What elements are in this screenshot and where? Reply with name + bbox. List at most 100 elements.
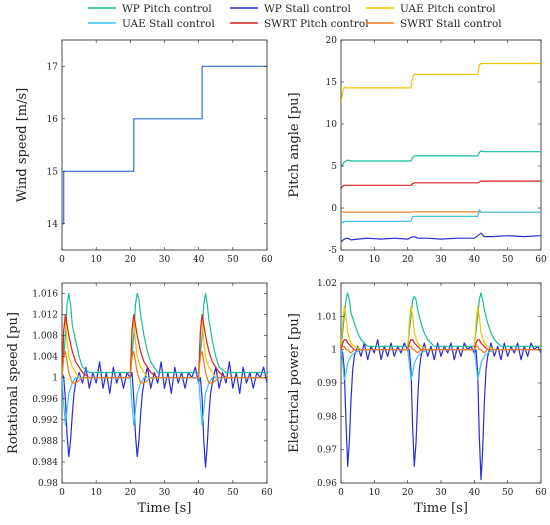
x-tick-label: 30: [159, 255, 171, 265]
legend-label: WP Stall control: [264, 3, 351, 15]
series-line-0: [341, 339, 541, 481]
plot-area: [61, 282, 268, 484]
x-tick-label: 50: [502, 488, 514, 498]
legend-entry-uae-stall: UAE Stall control: [88, 18, 215, 30]
y-tick-label: 5: [331, 162, 337, 172]
series-line-3: [341, 339, 541, 351]
y-tick-label: 0.98: [317, 412, 337, 422]
legend-label: SWRT Pitch control: [264, 18, 369, 30]
x-tick-label: 0: [59, 488, 65, 498]
y-tick-label: 0.996: [32, 395, 58, 405]
y-tick-label: 17: [47, 62, 59, 72]
y-tick-label: 1: [331, 346, 337, 356]
y-tick-label: 15: [47, 167, 59, 177]
x-tick-label: 60: [261, 255, 273, 265]
y-axis-label: Pitch angle [pu]: [287, 92, 302, 197]
x-tick-label: 30: [159, 488, 171, 498]
x-tick-label: 40: [193, 488, 205, 498]
y-tick-label: 20: [326, 36, 338, 46]
x-tick-label: 60: [261, 488, 273, 498]
legend-label: WP Pitch control: [122, 3, 212, 15]
series-group: [62, 65, 267, 225]
series-line-1: [341, 292, 541, 350]
x-tick-label: 0: [59, 255, 65, 265]
y-tick-label: 0.988: [32, 437, 58, 447]
series-group: [62, 292, 267, 468]
series-line-4: [62, 377, 267, 426]
series-line-2: [341, 180, 541, 190]
series-line-5: [62, 350, 267, 384]
legend-entry-swrt-pitch: SWRT Pitch control: [230, 18, 369, 30]
plot-area: [61, 39, 268, 251]
x-tick-label: 60: [535, 488, 547, 498]
x-tick-label: 50: [227, 488, 239, 498]
legend-entry-wp-pitch: WP Pitch control: [88, 3, 212, 15]
legend-entry-uae-pitch: UAE Pitch control: [366, 3, 496, 15]
y-tick-label: 0.98: [38, 479, 58, 489]
x-tick-label: 10: [369, 488, 381, 498]
x-tick-label: 10: [90, 255, 102, 265]
x-tick-label: 40: [193, 255, 205, 265]
y-tick-label: 1.016: [32, 290, 58, 300]
legend-label: UAE Stall control: [122, 18, 215, 30]
legend-entry-swrt-stall: SWRT Stall control: [366, 18, 502, 30]
x-tick-label: 40: [469, 488, 481, 498]
y-tick-label: -5: [328, 246, 337, 256]
x-tick-label: 10: [90, 488, 102, 498]
series-line-4: [341, 209, 541, 224]
y-tick-label: 14: [47, 220, 59, 230]
y-axis-label: Wind speed [m/s]: [15, 88, 30, 202]
x-tick-label: 50: [227, 255, 239, 265]
series-line-0: [62, 361, 267, 468]
y-tick-label: 1.004: [32, 353, 58, 363]
series-group: [341, 292, 541, 481]
series-line-3: [62, 314, 267, 379]
series-group: [341, 62, 541, 243]
legend: WP Pitch control WP Stall control UAE Pi…: [88, 3, 502, 30]
legend-label: UAE Pitch control: [400, 3, 496, 15]
electrical-power-chart: 0 10 20 30 40 50 60 0.96 0.97 0.98 0.99 1 1.01 1.02 El…: [287, 279, 547, 516]
y-tick-label: 15: [326, 78, 338, 88]
wind-speed-chart: 0 10 20 30 40 50 60 14 15 16 17 Wind speed [m/s]: [15, 39, 273, 265]
series-line-5: [341, 232, 541, 243]
series-line-0: [62, 65, 267, 225]
y-tick-label: 1.01: [317, 312, 337, 322]
x-tick-label: 50: [502, 255, 514, 265]
x-tick-label: 20: [402, 255, 414, 265]
x-axis-label: Time [s]: [414, 501, 468, 516]
series-line-1: [341, 150, 541, 168]
y-tick-label: 1.02: [317, 279, 337, 289]
y-tick-label: 1.008: [32, 332, 58, 342]
legend-entry-wp-stall: WP Stall control: [230, 3, 351, 15]
x-tick-label: 20: [125, 255, 137, 265]
series-line-2: [341, 305, 541, 351]
x-tick-label: 0: [338, 488, 344, 498]
rotational-speed-chart: 0 10 20 30 40 50 60 0.98 0.984 0.988 0.992 0.996 1 1.…: [6, 282, 273, 516]
y-axis-label: Rotational speed [pu]: [6, 312, 21, 454]
y-tick-label: 16: [47, 115, 59, 125]
series-line-2: [62, 319, 267, 379]
y-tick-label: 0: [331, 204, 337, 214]
y-tick-label: 0.992: [32, 416, 58, 426]
plot-area: [340, 39, 542, 251]
y-tick-label: 0.99: [317, 379, 337, 389]
y-tick-label: 0.984: [32, 458, 58, 468]
y-tick-label: 1.012: [32, 311, 58, 321]
x-tick-label: 40: [469, 255, 481, 265]
y-tick-label: 0.97: [317, 446, 337, 456]
series-line-1: [62, 292, 267, 378]
x-axis-label: Time [s]: [138, 501, 192, 516]
x-tick-label: 10: [369, 255, 381, 265]
series-line-4: [341, 349, 541, 381]
y-axis-label: Electrical power [pu]: [287, 313, 302, 453]
x-tick-label: 20: [125, 488, 137, 498]
x-tick-label: 30: [435, 255, 447, 265]
series-line-5: [341, 345, 541, 354]
x-tick-label: 60: [535, 255, 547, 265]
x-tick-label: 30: [435, 488, 447, 498]
y-tick-label: 10: [326, 120, 338, 130]
series-line-0: [341, 62, 541, 104]
y-tick-label: 1: [52, 374, 58, 384]
